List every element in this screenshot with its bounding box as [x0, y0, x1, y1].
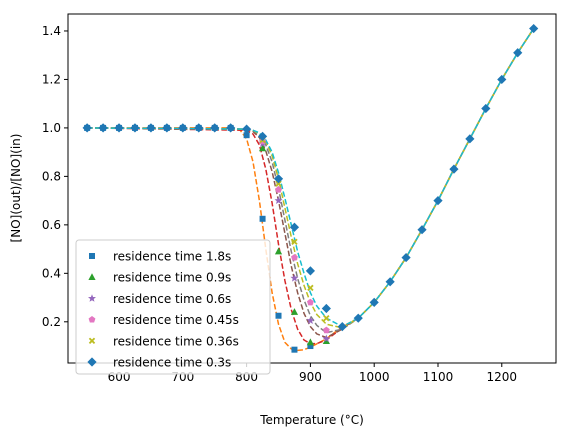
marker-x: [291, 238, 298, 246]
marker-star: [290, 273, 299, 282]
marker-diamond: [162, 123, 172, 133]
x-axis-ticks: 600 700 800 900 1000 1100 1200: [108, 363, 517, 384]
marker-diamond: [114, 123, 124, 133]
marker-diamond-high-temp: [369, 297, 379, 308]
marker-diamond: [146, 123, 156, 133]
marker-diamond: [82, 123, 92, 133]
marker-diamond-high-temp: [481, 103, 491, 114]
marker-diamond: [226, 123, 236, 133]
marker-square: [259, 215, 266, 222]
legend-box: [75, 239, 271, 375]
legend-entry-label: residence time 0.3s: [113, 356, 231, 370]
marker-pentagon: [88, 316, 96, 323]
data-markers: [82, 23, 539, 353]
marker-diamond: [178, 123, 188, 133]
marker-diamond-high-temp: [337, 322, 347, 332]
legend-entry-label: residence time 1.8s: [113, 250, 231, 264]
marker-triangle: [306, 338, 315, 346]
marker-diamond-high-temp: [465, 134, 475, 144]
marker-square: [275, 312, 282, 319]
legend-entry-label: residence time 0.45s: [113, 313, 239, 327]
marker-star: [274, 196, 283, 205]
marker-diamond-high-temp: [353, 313, 363, 323]
marker-star: [322, 334, 331, 343]
marker-square: [291, 346, 298, 353]
legend-entry-label: residence time 0.36s: [113, 334, 239, 348]
x-tick-label: 1100: [423, 370, 454, 384]
x-tick-label: 900: [299, 370, 322, 384]
x-tick-label: 1200: [487, 370, 518, 384]
marker-pentagon: [322, 326, 330, 334]
y-tick-label: 0.2: [42, 315, 61, 329]
marker-diamond: [321, 303, 331, 314]
marker-triangle: [258, 144, 267, 152]
marker-diamond-high-temp: [449, 164, 459, 174]
x-tick-label: 1000: [359, 370, 390, 384]
y-tick-label: 1.0: [42, 121, 61, 135]
x-axis-label: Temperature (°C): [259, 413, 364, 427]
marker-square: [307, 343, 314, 350]
series-curve: [87, 28, 535, 334]
marker-square: [89, 253, 95, 259]
marker-diamond-high-temp: [417, 225, 427, 235]
marker-diamond: [130, 123, 140, 133]
y-axis-label: [NO](out)/[NO](in): [9, 134, 23, 243]
marker-diamond-high-temp: [385, 277, 395, 287]
y-tick-label: 1.2: [42, 72, 61, 86]
marker-triangle: [290, 308, 299, 315]
marker-pentagon: [306, 298, 314, 306]
legend: residence time 1.8s residence time 0.9s re…: [75, 239, 271, 375]
y-tick-label: 1.4: [42, 24, 61, 38]
marker-star: [88, 294, 96, 302]
legend-entry-label: residence time 0.9s: [113, 271, 231, 285]
marker-x: [307, 284, 314, 292]
marker-diamond: [289, 222, 300, 232]
marker-diamond-high-temp: [497, 74, 507, 85]
marker-x: [323, 314, 330, 322]
marker-triangle: [322, 337, 330, 344]
marker-diamond-high-temp: [401, 252, 411, 263]
marker-diamond: [194, 123, 204, 133]
marker-diamond: [273, 174, 284, 184]
plot-frame: [67, 13, 557, 364]
marker-pentagon: [291, 253, 298, 261]
marker-diamond-high-temp: [513, 48, 523, 58]
y-tick-label: 0.8: [42, 169, 61, 183]
marker-star: [306, 316, 315, 324]
marker-diamond: [98, 123, 108, 133]
y-axis-ticks: 0.2 0.4 0.6 0.8 1.0 1.2 1.4: [42, 24, 68, 329]
y-tick-label: 0.4: [42, 266, 61, 280]
marker-diamond: [210, 123, 220, 133]
marker-x: [88, 337, 96, 344]
legend-entry-label: residence time 0.6s: [113, 292, 231, 306]
marker-diamond: [242, 124, 252, 134]
marker-diamond: [257, 131, 268, 141]
marker-diamond-high-temp: [529, 23, 539, 34]
marker-pentagon: [275, 186, 282, 193]
y-tick-label: 0.6: [42, 218, 61, 232]
marker-triangle: [88, 273, 96, 280]
marker-diamond: [87, 357, 97, 367]
marker-diamond-high-temp: [433, 196, 443, 206]
marker-x: [275, 180, 282, 187]
marker-square: [243, 132, 250, 139]
marker-diamond: [305, 266, 316, 276]
marker-triangle: [274, 247, 283, 255]
